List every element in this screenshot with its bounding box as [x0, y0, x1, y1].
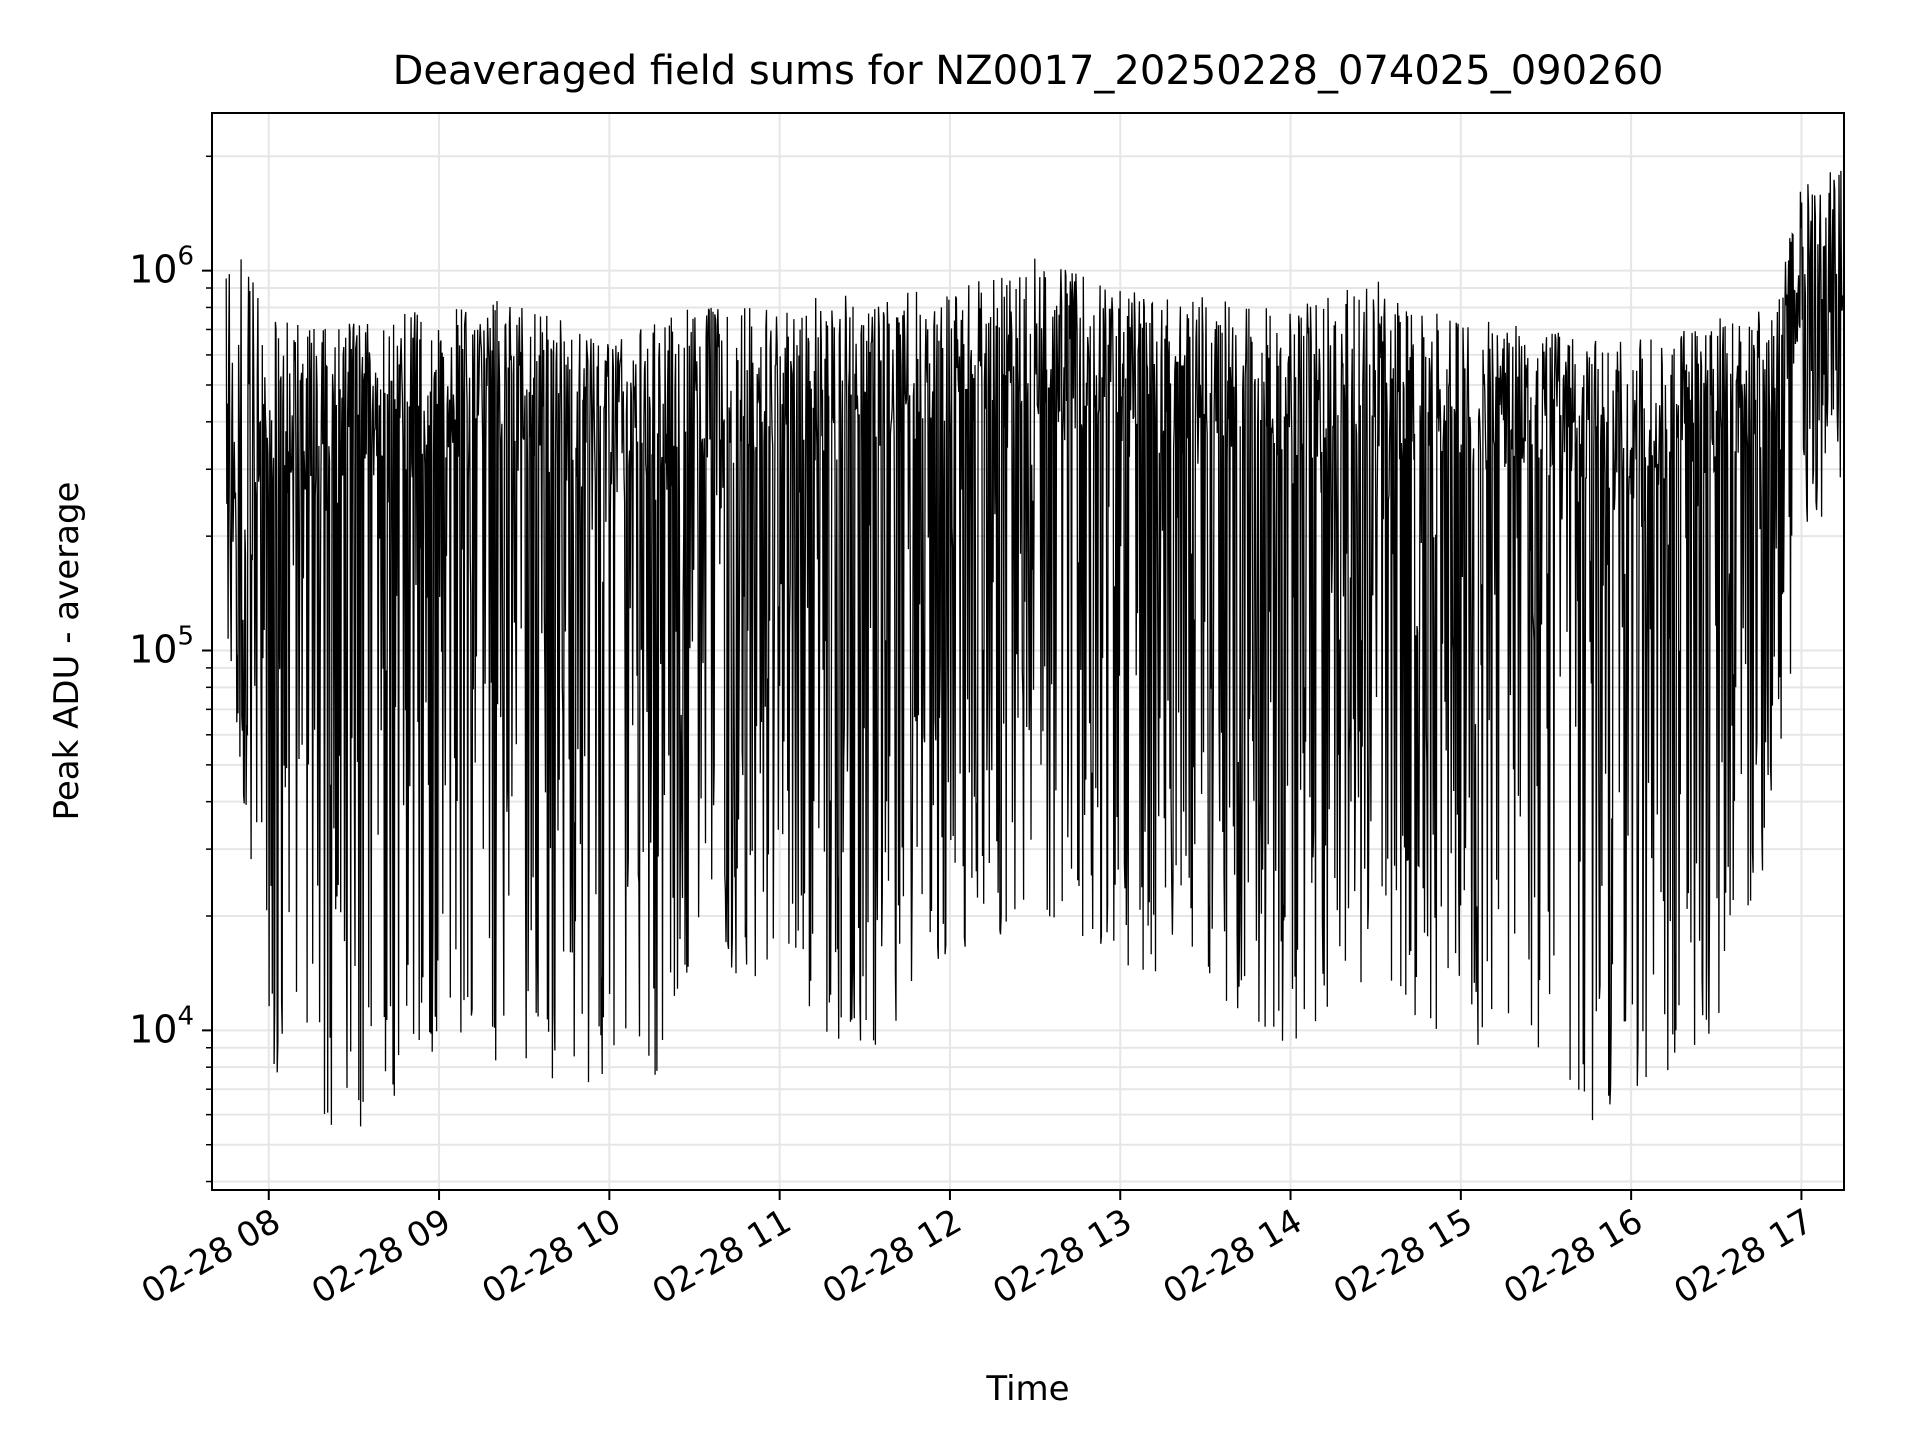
- y-tick-base: 10: [129, 628, 177, 672]
- y-axis-label: Peak ADU - average: [47, 482, 87, 821]
- grid: [212, 113, 1844, 1190]
- data-series: [225, 169, 1844, 1127]
- chart-title: Deaveraged field sums for NZ0017_2025022…: [393, 48, 1664, 94]
- series-line: [225, 169, 1844, 1127]
- y-tick-exponent: 5: [177, 622, 194, 652]
- y-tick-label: 105: [129, 622, 194, 672]
- y-tick-base: 10: [129, 1007, 177, 1051]
- y-tick-label: 106: [129, 242, 194, 292]
- y-tick-base: 10: [129, 248, 177, 292]
- y-tick-exponent: 4: [177, 1001, 194, 1031]
- x-axis-label: Time: [985, 1369, 1069, 1409]
- y-tick-label: 104: [129, 1001, 194, 1051]
- y-tick-exponent: 6: [177, 242, 194, 272]
